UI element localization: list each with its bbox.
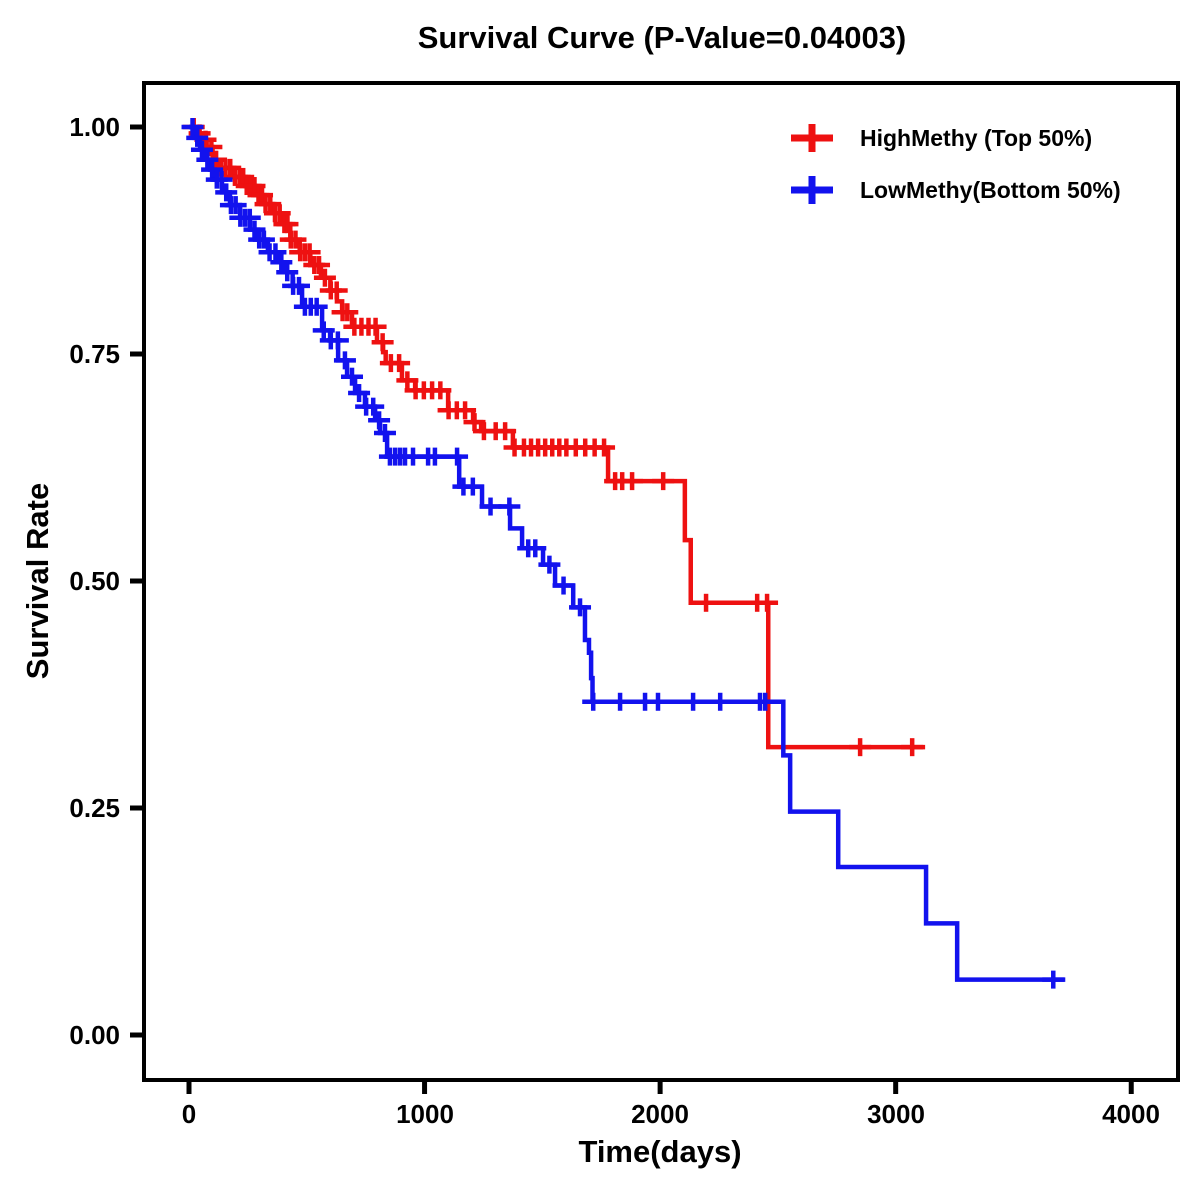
y-tick-label: 0.75	[69, 339, 120, 369]
legend-label: LowMethy(Bottom 50%)	[860, 176, 1121, 203]
highmethy-curve	[189, 124, 926, 750]
legend-label: HighMethy (Top 50%)	[860, 124, 1093, 151]
y-tick-label: 0.00	[69, 1020, 120, 1050]
y-axis-title: Survival Rate	[20, 482, 55, 680]
x-tick-label: 1000	[396, 1099, 454, 1129]
plot-title: Survival Curve (P-Value=0.04003)	[417, 20, 907, 55]
legend-item-highmethy: HighMethy (Top 50%)	[790, 116, 1092, 160]
y-tick-label: 0.25	[69, 793, 120, 823]
y-tick-label: 0.50	[69, 566, 120, 596]
plus-marker-icon	[791, 176, 833, 204]
panel-border	[142, 81, 1180, 1082]
lowmethy-curve	[189, 124, 1066, 982]
x-tick-label: 2000	[631, 1099, 689, 1129]
highmethy-censor-marks	[182, 118, 924, 757]
x-tick-label: 3000	[867, 1099, 925, 1129]
y-tick-label: 1.00	[69, 112, 120, 142]
x-tick-label: 4000	[1102, 1099, 1160, 1129]
x-axis-title: Time(days)	[578, 1134, 742, 1169]
plus-marker-icon	[791, 124, 833, 152]
legend-item-lowmethy: LowMethy(Bottom 50%)	[790, 168, 1121, 212]
x-tick-label: 0	[181, 1099, 197, 1129]
lowmethy-censor-marks	[181, 118, 1065, 989]
